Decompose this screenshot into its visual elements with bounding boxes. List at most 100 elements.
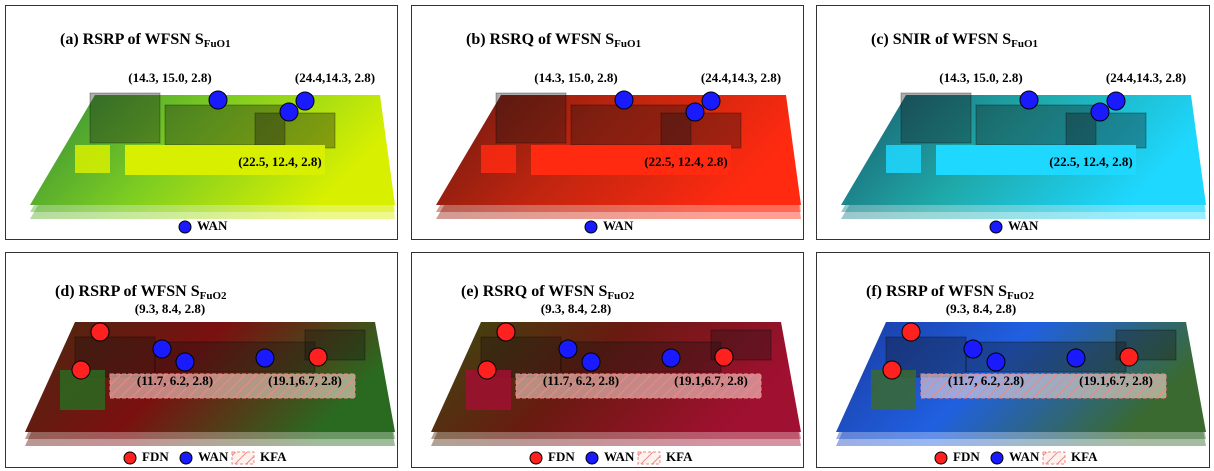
node-marker <box>71 360 91 380</box>
node-marker <box>714 347 734 367</box>
legend-swatch <box>934 451 948 465</box>
node-marker <box>1066 348 1086 368</box>
coordinate-label: (14.3, 15.0, 2.8) <box>534 70 617 85</box>
node-marker <box>496 322 516 342</box>
coordinate-label: (24.4,14.3, 2.8) <box>295 70 375 85</box>
node-marker <box>963 339 983 359</box>
legend-label: WAN <box>197 218 228 233</box>
node-marker <box>685 102 705 122</box>
node-marker <box>1119 347 1139 367</box>
legend-swatch <box>179 451 193 465</box>
title-subscript: FuO1 <box>204 38 231 50</box>
node-marker <box>581 352 601 372</box>
legend-label: KFA <box>1071 449 1098 464</box>
coordinate-label: (24.4,14.3, 2.8) <box>701 70 781 85</box>
room-floor <box>75 145 110 173</box>
kfa-area <box>515 373 762 399</box>
room-floor <box>886 145 921 173</box>
panel: (a) RSRP of WFSN SFuO1 (14.3, 15.0, 2.8) (… <box>5 5 398 240</box>
legend-swatch <box>123 451 137 465</box>
panel-title: (f) RSRP of WFSN SFuO2 <box>866 283 1034 302</box>
building-scene <box>836 322 1206 446</box>
room-floor <box>481 145 516 173</box>
panel: (c) SNIR of WFSN SFuO1 (14.3, 15.0, 2.8) (… <box>816 5 1210 240</box>
wall-block <box>975 104 1097 146</box>
legend-label: FDN <box>142 449 169 464</box>
title-subscript: FuO2 <box>200 290 227 302</box>
coordinate-label: (22.5, 12.4, 2.8) <box>644 154 727 169</box>
node-marker <box>90 322 110 342</box>
room-floor <box>125 145 325 175</box>
legend-swatch <box>584 220 598 234</box>
node-marker <box>901 322 921 342</box>
legend-label: WAN <box>603 218 634 233</box>
legend-swatch <box>637 451 661 465</box>
legend-swatch <box>989 220 1003 234</box>
panel-title: (a) RSRP of WFSN SFuO1 <box>60 31 231 50</box>
title-subscript: FuO1 <box>614 38 641 50</box>
node-marker <box>208 90 228 110</box>
coordinate-label: (11.7, 6.2, 2.8) <box>137 373 213 388</box>
building-scene <box>436 92 801 219</box>
wall-block <box>900 92 972 144</box>
legend-swatch <box>529 451 543 465</box>
coordinate-label: (9.3, 8.4, 2.8) <box>135 301 205 316</box>
node-marker <box>614 90 634 110</box>
kfa-area <box>109 373 356 399</box>
title-text: (f) RSRP of WFSN S <box>866 283 1007 300</box>
node-marker <box>279 102 299 122</box>
legend-label: WAN <box>1008 218 1039 233</box>
title-subscript: FuO2 <box>1007 290 1034 302</box>
building-scene <box>841 92 1206 219</box>
legend-label: WAN <box>1009 449 1040 464</box>
building-scene <box>30 92 395 219</box>
wall-block <box>89 92 161 144</box>
node-marker <box>175 352 195 372</box>
title-subscript: FuO2 <box>607 290 634 302</box>
legend-swatch <box>178 220 192 234</box>
node-marker <box>661 348 681 368</box>
title-text: (c) SNIR of WFSN S <box>871 31 1011 48</box>
coordinate-label: (22.5, 12.4, 2.8) <box>1049 154 1132 169</box>
legend-swatch <box>231 451 255 465</box>
building-scene <box>25 322 395 446</box>
panel-title: (d) RSRP of WFSN SFuO2 <box>55 283 227 302</box>
node-marker <box>701 91 721 111</box>
coordinate-label: (22.5, 12.4, 2.8) <box>238 154 321 169</box>
node-marker <box>558 339 578 359</box>
node-marker <box>1019 90 1039 110</box>
legend-label: KFA <box>260 449 287 464</box>
coordinate-label: (24.4,14.3, 2.8) <box>1106 70 1186 85</box>
legend-label: FDN <box>548 449 575 464</box>
legend-swatch <box>1042 451 1066 465</box>
node-marker <box>1090 102 1110 122</box>
legend-label: WAN <box>198 449 229 464</box>
coordinate-label: (9.3, 8.4, 2.8) <box>946 301 1016 316</box>
panel: (f) RSRP of WFSN SFuO2(9.3, 8.4, 2.8) (11… <box>816 252 1210 468</box>
coordinate-label: (9.3, 8.4, 2.8) <box>541 301 611 316</box>
title-subscript: FuO1 <box>1011 38 1038 50</box>
node-marker <box>295 91 315 111</box>
node-marker <box>986 352 1006 372</box>
coordinate-label: (19.1,6.7, 2.8) <box>268 373 342 388</box>
node-marker <box>477 360 497 380</box>
node-marker <box>1106 91 1126 111</box>
panel: (b) RSRQ of WFSN SFuO1 (14.3, 15.0, 2.8) (… <box>411 5 804 240</box>
wall-block <box>495 92 567 144</box>
coordinate-label: (11.7, 6.2, 2.8) <box>543 373 619 388</box>
node-marker <box>882 360 902 380</box>
legend-label: FDN <box>953 449 980 464</box>
room-floor <box>531 145 731 175</box>
legend-swatch <box>990 451 1004 465</box>
node-marker <box>152 339 172 359</box>
panel: (d) RSRP of WFSN SFuO2(9.3, 8.4, 2.8) (11… <box>5 252 398 468</box>
coordinate-label: (19.1,6.7, 2.8) <box>1079 373 1153 388</box>
room-floor <box>936 145 1136 175</box>
panel-title: (c) SNIR of WFSN SFuO1 <box>871 31 1038 50</box>
coordinate-label: (11.7, 6.2, 2.8) <box>948 373 1024 388</box>
legend-label: KFA <box>666 449 693 464</box>
node-marker <box>308 347 328 367</box>
coordinate-label: (14.3, 15.0, 2.8) <box>939 70 1022 85</box>
coordinate-label: (19.1,6.7, 2.8) <box>674 373 748 388</box>
